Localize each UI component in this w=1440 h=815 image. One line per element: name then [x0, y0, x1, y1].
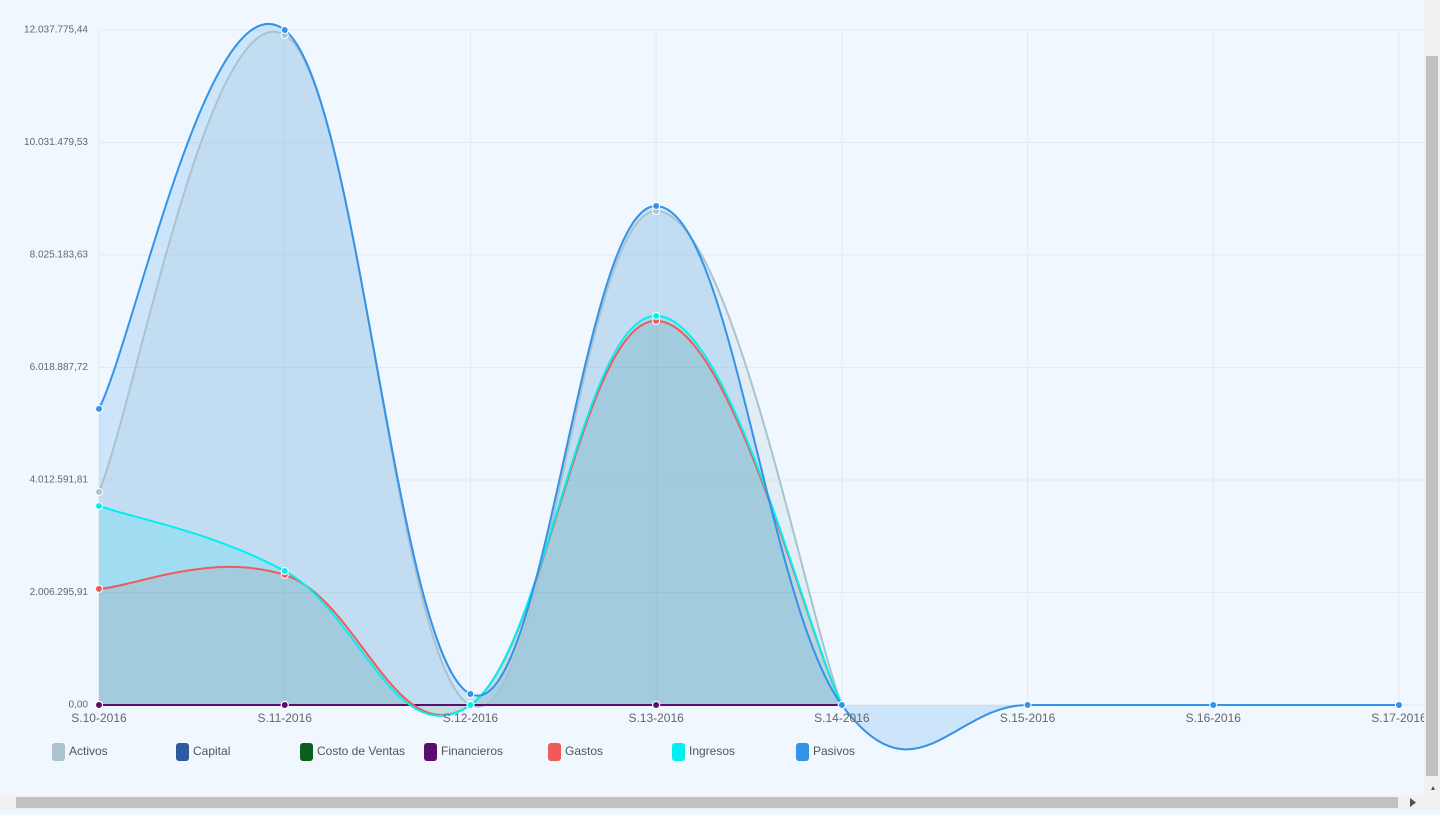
point [837, 701, 846, 709]
legend-swatch [548, 743, 561, 761]
area [99, 23, 1399, 750]
point [95, 584, 103, 593]
point [652, 701, 661, 709]
x-tick-label: S.11-2016 [257, 711, 312, 725]
x-tick-label: S.10-2016 [71, 711, 127, 725]
legend-label: Activos [69, 744, 108, 758]
point [95, 404, 103, 413]
scrollbar-thumb[interactable] [1426, 56, 1438, 776]
x-tick-label: S.13-2016 [628, 711, 684, 725]
area [99, 315, 842, 716]
legend-label: Gastos [565, 744, 603, 758]
legend-label: Costo de Ventas [317, 744, 405, 758]
point [95, 487, 103, 496]
legend-swatch [796, 743, 809, 761]
y-tick-label: 4.012.591,81 [30, 475, 89, 486]
legend-label: Financieros [441, 744, 503, 758]
y-tick-label: 2.006.295,91 [30, 587, 89, 598]
point [652, 311, 661, 320]
point [95, 501, 103, 510]
point [1023, 701, 1032, 709]
scroll-arrow[interactable] [1431, 786, 1435, 790]
legend-label: Pasivos [813, 744, 855, 758]
line [98, 314, 843, 717]
legend-swatch [176, 743, 189, 761]
legend-label: Ingresos [689, 744, 735, 758]
y-tick-label: 6.018.887,72 [30, 362, 89, 373]
area [99, 320, 842, 716]
y-tick-label: 0,00 [69, 700, 89, 711]
y-tick-label: 8.025.183,63 [30, 250, 89, 261]
legend-swatch [300, 743, 313, 761]
point [652, 201, 661, 210]
scrollbar-thumb[interactable] [16, 797, 1398, 808]
x-tick-label: S.16-2016 [1186, 711, 1242, 725]
y-tick-label: 12.037.775,44 [24, 25, 88, 36]
point [466, 690, 475, 699]
point [95, 701, 103, 709]
area [99, 31, 842, 707]
legend-swatch [52, 743, 65, 761]
point [280, 566, 289, 575]
point [466, 701, 475, 709]
point [280, 701, 289, 709]
x-tick-label: S.17-2016 [1371, 711, 1427, 725]
legend-label: Capital [193, 744, 230, 758]
point [280, 26, 289, 34]
point [1209, 701, 1218, 709]
point [1395, 701, 1403, 709]
x-tick-label: S.14-2016 [814, 711, 870, 725]
y-tick-label: 10.031.479,53 [24, 137, 88, 148]
legend-swatch [672, 743, 685, 761]
legend-swatch [424, 743, 437, 761]
scroll-arrow[interactable] [1410, 798, 1416, 807]
x-tick-label: S.12-2016 [443, 711, 499, 725]
x-tick-label: S.15-2016 [1000, 711, 1056, 725]
